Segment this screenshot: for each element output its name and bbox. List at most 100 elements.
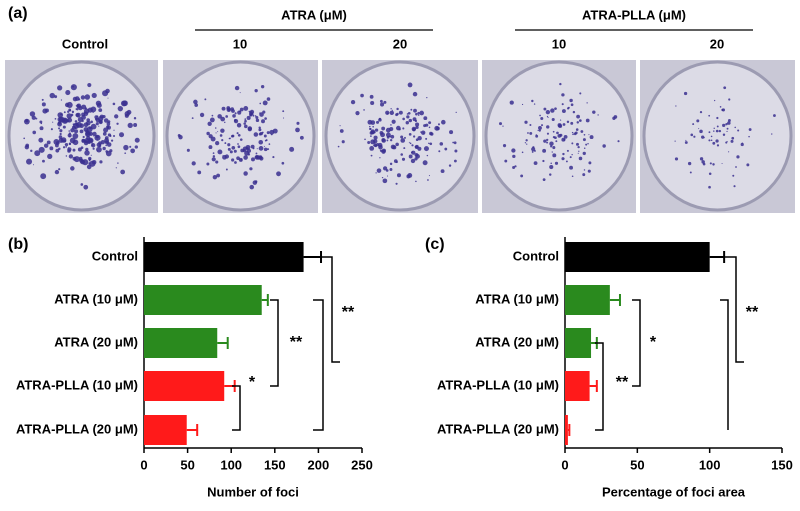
colony: [587, 169, 591, 173]
colony: [577, 145, 580, 149]
colony: [90, 106, 97, 113]
colony: [234, 112, 237, 115]
colony: [238, 157, 243, 162]
colony: [91, 92, 97, 99]
colony: [80, 183, 84, 186]
colony: [701, 160, 705, 164]
colony: [437, 123, 440, 126]
colony: [79, 129, 84, 134]
colony: [255, 152, 258, 155]
colony: [243, 122, 246, 125]
significance-label: **: [746, 304, 759, 321]
colony: [696, 119, 700, 123]
colony: [569, 98, 573, 103]
colony: [242, 149, 246, 153]
colony: [58, 127, 61, 130]
colony: [281, 161, 285, 165]
colony: [92, 147, 95, 150]
colony: [225, 168, 228, 171]
colony: [239, 138, 243, 141]
colony: [521, 103, 524, 106]
colony: [428, 121, 432, 125]
colony: [426, 154, 429, 157]
colony: [551, 117, 555, 122]
colony: [557, 133, 562, 138]
colony: [563, 158, 565, 160]
colony: [254, 88, 258, 93]
colony: [378, 118, 382, 122]
colony: [38, 137, 44, 143]
colony: [436, 126, 440, 131]
bar: [144, 285, 262, 315]
bracket: [312, 256, 340, 431]
colony: [231, 134, 234, 138]
colony: [529, 124, 532, 127]
colony: [562, 123, 566, 126]
colony: [72, 123, 75, 126]
colony: [571, 153, 573, 156]
colony: [693, 135, 696, 138]
colony: [552, 130, 555, 133]
colony: [243, 171, 248, 176]
colony: [570, 121, 574, 125]
colony: [212, 155, 216, 158]
significance-label: **: [290, 334, 303, 351]
colony: [524, 142, 527, 144]
colony: [186, 148, 190, 152]
colony: [369, 146, 375, 151]
colony: [398, 128, 401, 131]
category-label: Control: [513, 248, 559, 263]
colony: [67, 147, 70, 149]
colony: [68, 132, 71, 135]
colony: [585, 118, 590, 123]
colony: [727, 118, 731, 122]
colony: [102, 146, 106, 151]
colony: [103, 127, 109, 133]
colony: [719, 106, 722, 108]
dish: [165, 60, 316, 212]
colony: [60, 113, 63, 116]
colony: [393, 159, 398, 163]
colony: [234, 85, 240, 91]
colony: [120, 169, 126, 175]
colony: [370, 154, 373, 157]
colony: [453, 159, 457, 163]
colony: [439, 142, 444, 146]
colony: [514, 165, 517, 168]
colony: [77, 116, 83, 123]
colony: [43, 143, 49, 148]
colony: [713, 130, 715, 132]
colony: [80, 95, 86, 100]
colony: [409, 142, 412, 145]
colony: [220, 128, 225, 133]
colony: [239, 107, 244, 112]
colony: [386, 175, 389, 177]
colony: [114, 114, 119, 119]
bracket: [632, 299, 641, 387]
colony: [88, 162, 91, 165]
colony: [538, 125, 542, 130]
colony: [67, 110, 70, 113]
colony: [52, 121, 54, 123]
colony: [50, 128, 53, 131]
colony: [389, 138, 393, 142]
x-tick-label: 100: [699, 457, 721, 472]
colony: [63, 139, 67, 143]
dish: [642, 60, 793, 212]
colony: [685, 139, 687, 141]
colony: [259, 112, 264, 117]
colony: [578, 156, 583, 161]
colony: [74, 120, 78, 123]
colony: [224, 121, 226, 124]
colony: [119, 132, 125, 138]
colony: [546, 141, 549, 144]
dose-label: 20: [710, 36, 724, 51]
colony: [106, 125, 111, 130]
colony: [561, 109, 566, 113]
colony: [380, 102, 385, 107]
colony: [395, 142, 399, 147]
colony: [573, 132, 577, 136]
colony: [84, 150, 90, 156]
colony: [572, 133, 574, 136]
colony: [211, 114, 214, 117]
